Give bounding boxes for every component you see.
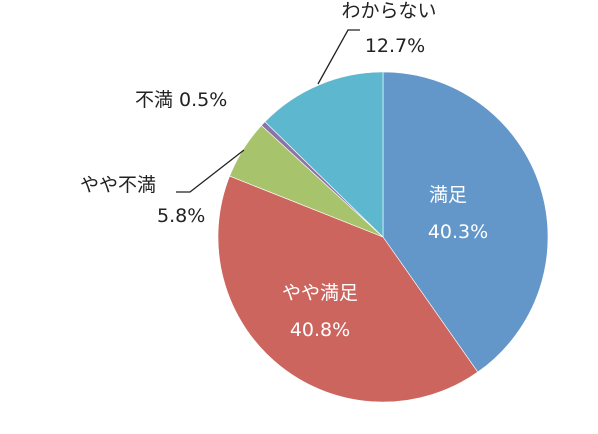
slice-1-category-label: 満足	[429, 184, 467, 206]
slice-2-value-label: 40.8%	[290, 319, 350, 341]
leader-lines	[176, 29, 360, 193]
slice-3-leader-line	[176, 149, 245, 193]
pie-slices	[217, 71, 549, 403]
slice-5-leader-line	[317, 29, 360, 85]
slice-5-value-label: 12.7%	[365, 35, 425, 57]
slice-5-wedge	[264, 71, 384, 238]
slice-2-wedge	[217, 175, 479, 403]
slice-4-label: 不満 0.5%	[135, 89, 227, 111]
slice-2-category-label: やや満足	[282, 282, 358, 304]
slice-1-value-label: 40.3%	[428, 221, 488, 243]
slice-3-category-label: やや不満	[80, 174, 156, 196]
slice-3-value-label: 5.8%	[157, 205, 205, 227]
slice-5-category-label: わからない	[341, 0, 436, 22]
slice-1-wedge	[382, 71, 549, 373]
